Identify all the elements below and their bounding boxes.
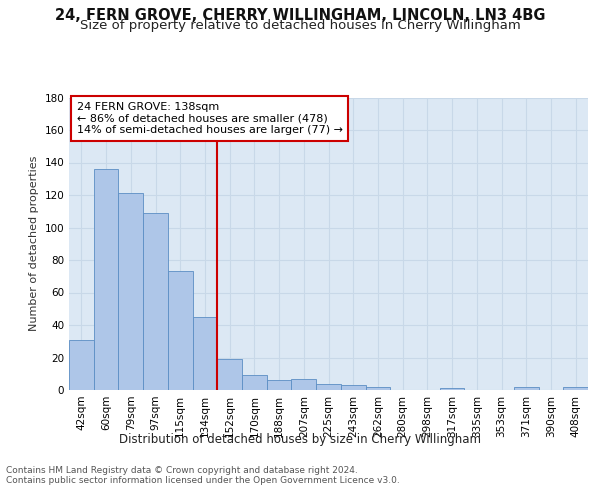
Text: 24, FERN GROVE, CHERRY WILLINGHAM, LINCOLN, LN3 4BG: 24, FERN GROVE, CHERRY WILLINGHAM, LINCO… <box>55 8 545 22</box>
Bar <box>168 272 193 390</box>
Bar <box>341 385 365 390</box>
Text: Size of property relative to detached houses in Cherry Willingham: Size of property relative to detached ho… <box>80 19 520 32</box>
Bar <box>292 378 316 390</box>
Bar <box>94 169 118 390</box>
Text: 24 FERN GROVE: 138sqm
← 86% of detached houses are smaller (478)
14% of semi-det: 24 FERN GROVE: 138sqm ← 86% of detached … <box>77 102 343 135</box>
Bar <box>563 387 588 390</box>
Bar <box>69 340 94 390</box>
Bar <box>118 194 143 390</box>
Bar <box>193 317 217 390</box>
Bar <box>217 359 242 390</box>
Bar <box>316 384 341 390</box>
Bar <box>440 388 464 390</box>
Y-axis label: Number of detached properties: Number of detached properties <box>29 156 39 332</box>
Bar <box>365 387 390 390</box>
Text: Distribution of detached houses by size in Cherry Willingham: Distribution of detached houses by size … <box>119 432 481 446</box>
Text: Contains HM Land Registry data © Crown copyright and database right 2024.
Contai: Contains HM Land Registry data © Crown c… <box>6 466 400 485</box>
Bar <box>267 380 292 390</box>
Bar <box>242 376 267 390</box>
Bar <box>143 213 168 390</box>
Bar <box>514 387 539 390</box>
